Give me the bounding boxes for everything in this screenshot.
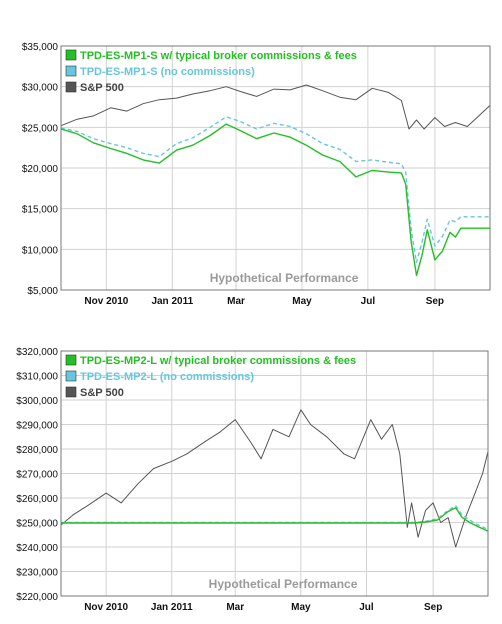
legend-label: TPD-ES-MP2-L w/ typical broker commissio… bbox=[80, 355, 356, 367]
x-tick-label: Sep bbox=[424, 602, 442, 613]
y-tick-label: $230,000 bbox=[16, 568, 58, 579]
legend-swatch-nocomm bbox=[65, 65, 77, 77]
y-tick-label: $240,000 bbox=[16, 543, 58, 554]
x-tick-label: May bbox=[292, 296, 312, 307]
x-tick-label: May bbox=[291, 602, 311, 613]
y-tick-label: $10,000 bbox=[22, 245, 59, 256]
y-tick-label: $290,000 bbox=[16, 421, 58, 432]
x-tick-label: Mar bbox=[227, 296, 245, 307]
legend-swatch-broker bbox=[65, 49, 77, 61]
y-tick-label: $35,000 bbox=[22, 42, 59, 53]
legend-swatch-broker bbox=[65, 354, 77, 366]
y-tick-label: $20,000 bbox=[22, 164, 59, 175]
x-tick-label: Jul bbox=[361, 296, 376, 307]
watermark-text: Hypothetical Performance bbox=[210, 271, 359, 285]
y-tick-label: $15,000 bbox=[22, 205, 59, 216]
y-tick-label: $250,000 bbox=[16, 519, 58, 530]
y-tick-label: $5,000 bbox=[27, 286, 58, 297]
y-tick-label: $220,000 bbox=[16, 592, 58, 603]
x-tick-label: Sep bbox=[426, 296, 444, 307]
plot-frame bbox=[60, 45, 491, 291]
series-line-broker bbox=[60, 123, 490, 277]
x-tick-label: Jan 2011 bbox=[151, 602, 193, 613]
legend-swatch-nocomm bbox=[65, 370, 77, 382]
chart-2: $220,000 $230,000 $240,000 $250,000 $260,000… bbox=[16, 347, 489, 613]
x-tick-label: Jul bbox=[359, 602, 374, 613]
series-line-broker bbox=[61, 507, 489, 532]
x-tick-label: Nov 2010 bbox=[84, 602, 128, 613]
legend-label: S&P 500 bbox=[80, 387, 124, 399]
series-line-sp500 bbox=[60, 409, 489, 548]
y-tick-label: $310,000 bbox=[16, 372, 58, 383]
y-tick-label: $320,000 bbox=[16, 347, 58, 358]
legend-label: TPD-ES-MP2-L (no commissions) bbox=[80, 371, 254, 383]
y-tick-label: $260,000 bbox=[16, 494, 58, 505]
legend-swatch-sp500 bbox=[65, 81, 77, 93]
y-tick-label: $270,000 bbox=[16, 470, 58, 481]
y-tick-label: $280,000 bbox=[16, 445, 58, 456]
plot-frame bbox=[60, 350, 489, 597]
series-line-sp500 bbox=[60, 84, 491, 130]
x-tick-label: Nov 2010 bbox=[84, 296, 128, 307]
series-line-nocomm bbox=[60, 116, 490, 263]
x-tick-label: Mar bbox=[226, 602, 244, 613]
watermark-text: Hypothetical Performance bbox=[209, 577, 358, 591]
y-tick-label: $30,000 bbox=[22, 83, 59, 94]
legend-swatch-sp500 bbox=[65, 386, 77, 398]
y-tick-label: $25,000 bbox=[22, 123, 59, 134]
legend-label: TPD-ES-MP1-S w/ typical broker commissio… bbox=[80, 50, 357, 62]
chart-1: $5,000 $10,000 $15,000 $20,000 $25,000 $30,00… bbox=[22, 42, 491, 307]
legend-label: TPD-ES-MP1-S (no commissions) bbox=[80, 66, 255, 78]
legend-label: S&P 500 bbox=[80, 82, 124, 94]
x-tick-label: Jan 2011 bbox=[151, 296, 193, 307]
y-tick-label: $300,000 bbox=[16, 396, 58, 407]
